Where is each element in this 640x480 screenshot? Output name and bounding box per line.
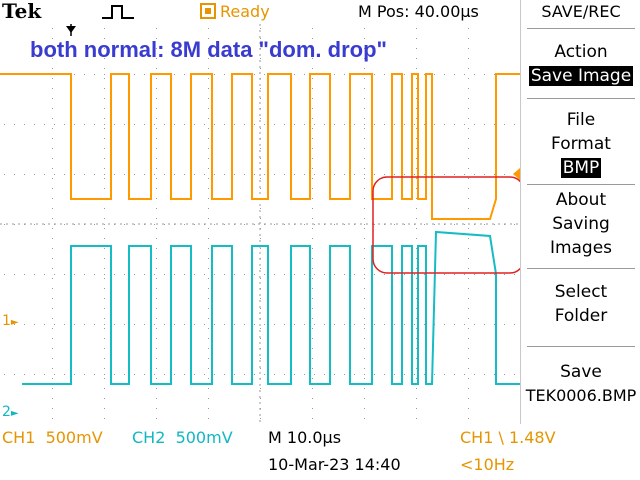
save-recall-menu: SAVE/REC Action Save Image File Format B… [520, 0, 640, 424]
trigger-frequency: <10Hz [460, 455, 515, 474]
ch1-trace [0, 73, 520, 220]
action-button[interactable]: Action Save Image [521, 40, 640, 90]
about-line2: Saving [552, 214, 610, 234]
ch1-readout[interactable]: CH1 500mV [2, 428, 103, 447]
save-file-button[interactable]: Save TEK0006.BMP [521, 360, 640, 410]
save-line1: Save [560, 362, 602, 382]
ch2-readout[interactable]: CH2 500mV [132, 428, 233, 447]
timebase-readout[interactable]: M 10.0µs [268, 428, 342, 447]
select-folder-line2: Folder [554, 306, 608, 326]
menu-divider [527, 268, 635, 269]
action-label: Action [554, 42, 608, 62]
trigger-slope-icon: \ [498, 428, 504, 447]
horizontal-position: M Pos: 40.00µs [358, 2, 479, 21]
menu-divider [527, 28, 635, 29]
about-line3: Images [549, 238, 613, 258]
ch2-label: CH2 [132, 428, 166, 447]
screen-annotation-title: both normal: 8M data "dom. drop" [30, 37, 387, 62]
graticule [0, 24, 520, 424]
menu-divider [527, 98, 635, 99]
about-saving-images-button[interactable]: About Saving Images [521, 188, 640, 260]
ch1-ground-marker[interactable]: 1► [2, 313, 19, 329]
menu-title: SAVE/REC [541, 2, 621, 21]
action-value: Save Image [528, 66, 634, 86]
file-format-button[interactable]: File Format BMP [521, 108, 640, 180]
trigger-type-icon [102, 5, 134, 19]
menu-divider [527, 184, 635, 185]
ch1-marker-label: 1 [2, 313, 11, 329]
save-filename: TEK0006.BMP [525, 386, 637, 405]
readout-bar: CH1 500mV CH2 500mV M 10.0µs CH1 \ 1.48V… [0, 424, 640, 480]
trigger-level: 1.48V [508, 428, 556, 447]
file-format-label-line2: Format [551, 134, 611, 154]
ch2-ground-marker[interactable]: 2► [2, 404, 19, 420]
ch2-scale: 500mV [175, 428, 233, 447]
ch1-label: CH1 [2, 428, 36, 447]
select-folder-button[interactable]: Select Folder [521, 280, 640, 330]
acquisition-status: Ready [200, 2, 270, 21]
date-time: 10-Mar-23 14:40 [268, 455, 401, 474]
ch2-marker-label: 2 [2, 404, 11, 420]
graticule-axes [0, 24, 520, 424]
waveform-display [0, 24, 520, 424]
select-folder-line1: Select [554, 282, 608, 302]
trigger-level-marker [513, 168, 520, 180]
file-format-label-line1: File [566, 110, 596, 130]
run-state-icon [200, 3, 216, 19]
file-format-value: BMP [560, 158, 602, 178]
brand-logo: Tek [2, 0, 42, 23]
trigger-readout[interactable]: CH1 \ 1.48V [460, 428, 556, 447]
status-text: Ready [220, 2, 270, 21]
status-bar: Tek Ready M Pos: 40.00µs [0, 0, 520, 24]
menu-divider [527, 346, 635, 347]
ch1-scale: 500mV [45, 428, 103, 447]
annotation-box [372, 176, 520, 274]
trigger-channel: CH1 [460, 428, 494, 447]
about-line1: About [555, 190, 607, 210]
ch2-trace [22, 230, 520, 385]
